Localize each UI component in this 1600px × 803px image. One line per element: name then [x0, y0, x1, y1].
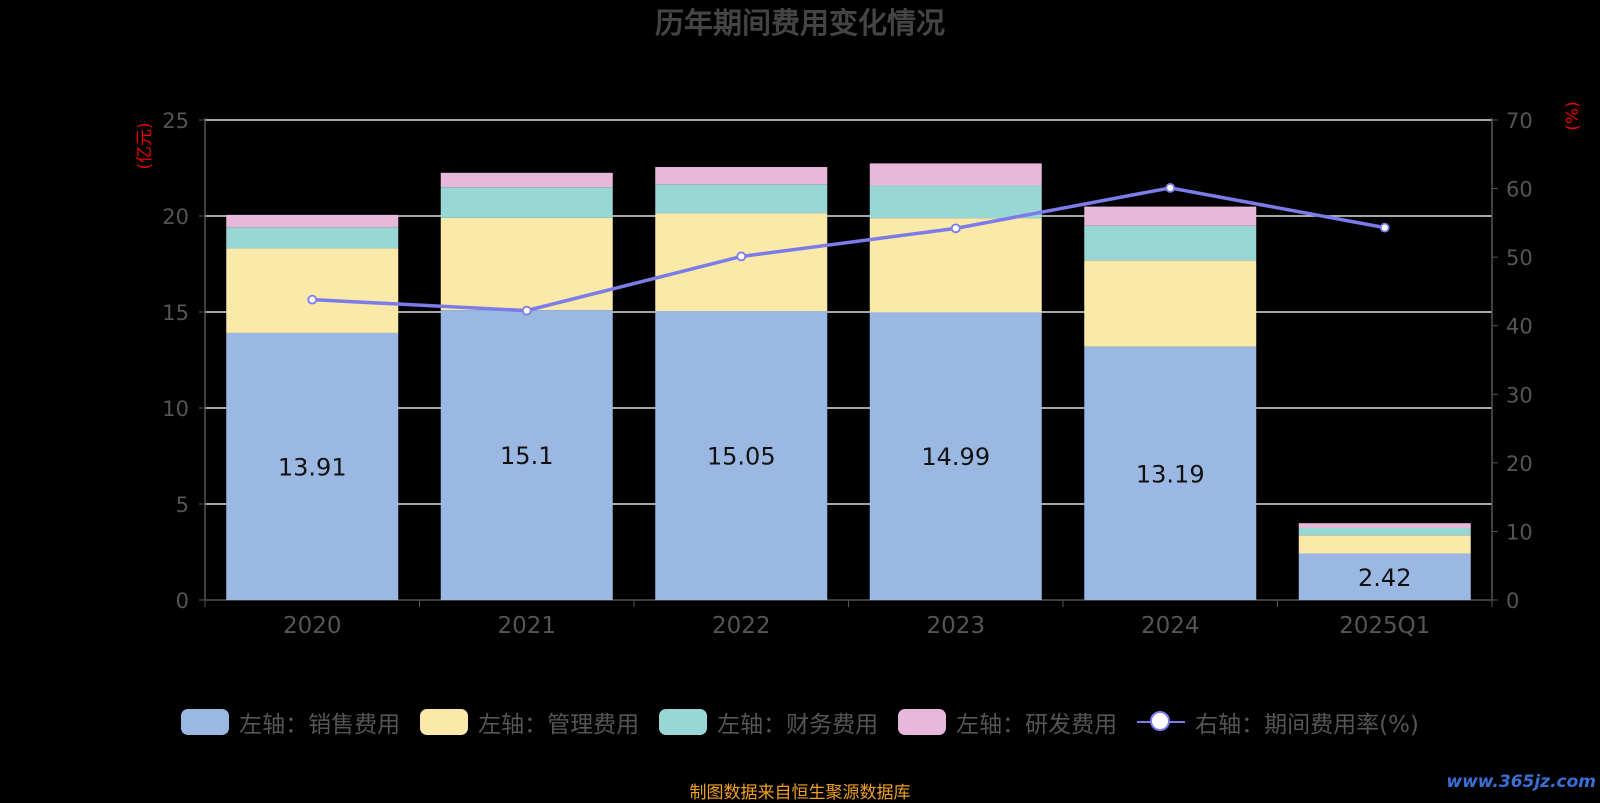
bar-segment: [226, 248, 399, 333]
line-series: [312, 186, 1386, 313]
bar-segment: [1084, 225, 1257, 261]
line-point: [521, 305, 532, 316]
y-left-tick-label: 20: [162, 205, 189, 229]
y-left-tick-label: 10: [162, 397, 189, 421]
bar-segment: [869, 218, 1042, 313]
bar-segment: [1084, 260, 1257, 347]
legend: 左轴：销售费用 左轴：管理费用 左轴：财务费用 左轴：研发费用 右轴：期间费用率(%): [0, 702, 1600, 742]
legend-item[interactable]: 左轴：财务费用: [659, 705, 878, 739]
bar-segment: [226, 332, 399, 600]
legend-label: 左轴：研发费用: [956, 712, 1118, 738]
y-right-axis-label: (%): [1563, 101, 1583, 130]
line-point: [1379, 222, 1390, 233]
y-left-tick-label: 0: [176, 589, 189, 613]
x-tick-label: 2023: [926, 613, 985, 639]
y-left-tick-label: 25: [162, 109, 189, 133]
bar-segment: [440, 187, 613, 218]
bar-data-label: 15.1: [500, 442, 553, 470]
y-left-axis-label: (亿元): [135, 122, 155, 169]
bar-segment: [226, 214, 399, 228]
chart-title: 历年期间费用变化情况: [655, 6, 945, 40]
bar-segment: [1298, 553, 1471, 600]
line-point: [307, 294, 318, 305]
y-right-tick-label: 30: [1506, 383, 1533, 407]
bar-segment: [869, 163, 1042, 186]
bar-segment: [655, 311, 828, 600]
legend-swatch: [181, 709, 230, 735]
bar-segment: [440, 310, 613, 600]
y-left-tick-label: 5: [176, 493, 189, 517]
y-left-tick-label: 15: [162, 301, 189, 325]
legend-label: 左轴：销售费用: [239, 712, 401, 738]
y-right-tick-label: 20: [1506, 452, 1533, 476]
line-point: [1165, 182, 1176, 193]
legend-label: 左轴：管理费用: [478, 712, 640, 738]
x-tick-label: 2024: [1141, 613, 1200, 639]
bar-data-label: 13.19: [1136, 460, 1205, 488]
y-right-tick-label: 50: [1506, 246, 1533, 270]
watermark: www.365jz.com: [1446, 772, 1596, 792]
legend-item[interactable]: 左轴：销售费用: [181, 705, 400, 739]
line-point: [950, 223, 961, 234]
bar-segment: [655, 167, 828, 185]
bar-data-label: 2.42: [1358, 564, 1411, 592]
legend-label: 右轴：期间费用率(%): [1195, 712, 1419, 738]
x-tick-label: 2021: [497, 613, 556, 639]
legend-item[interactable]: 左轴：管理费用: [420, 705, 639, 739]
bar-segment: [869, 312, 1042, 600]
bar-segment: [655, 184, 828, 214]
bar-segment: [869, 185, 1042, 219]
bar-segment: [655, 213, 828, 312]
legend-swatch: [659, 709, 708, 735]
x-tick-label: 2020: [283, 613, 342, 639]
y-right-tick-label: 0: [1506, 589, 1519, 613]
legend-item[interactable]: 右轴：期间费用率(%): [1137, 705, 1419, 739]
line-point: [736, 251, 747, 262]
bar-segment: [226, 227, 399, 249]
x-tick-label: 2022: [712, 613, 771, 639]
bar-data-label: 13.91: [278, 453, 347, 481]
bar-segment: [1298, 523, 1471, 528]
y-right-tick-label: 40: [1506, 315, 1533, 339]
bar-data-label: 14.99: [921, 443, 990, 471]
legend-swatch: [420, 709, 469, 735]
x-tick-label: 2025Q1: [1339, 613, 1430, 639]
y-right-tick-label: 70: [1506, 109, 1533, 133]
legend-swatch: [898, 709, 947, 735]
bar-segment: [1298, 535, 1471, 554]
bar-data-label: 15.05: [707, 443, 776, 471]
bar-segment: [440, 172, 613, 188]
bar-segment: [1084, 206, 1257, 226]
legend-item[interactable]: 左轴：研发费用: [898, 705, 1117, 739]
y-right-tick-label: 10: [1506, 520, 1533, 544]
bar-segment: [1084, 346, 1257, 600]
bar-segment: [1298, 528, 1471, 536]
y-right-tick-label: 60: [1506, 178, 1533, 202]
footer-source: 制图数据来自恒生聚源数据库: [689, 783, 911, 803]
legend-label: 左轴：财务费用: [717, 712, 879, 738]
legend-swatch: [1137, 709, 1186, 735]
